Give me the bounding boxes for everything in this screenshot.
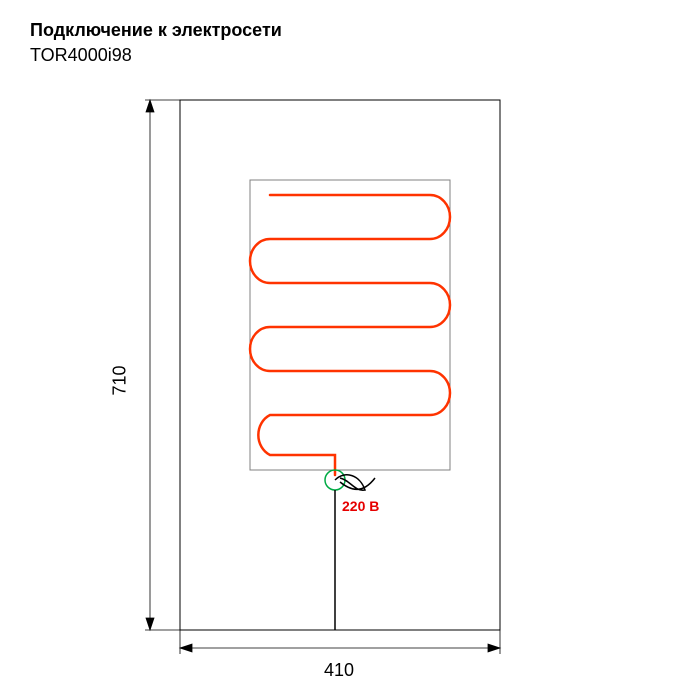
heating-coil xyxy=(250,195,450,475)
dim-width-label: 410 xyxy=(324,660,354,681)
dim-vertical xyxy=(145,100,180,630)
voltage-label: 220 В xyxy=(342,498,379,514)
dim-horizontal xyxy=(180,630,500,654)
technical-diagram xyxy=(0,0,700,699)
inner-heating-rect xyxy=(250,180,450,470)
dim-height-label: 710 xyxy=(110,365,131,395)
